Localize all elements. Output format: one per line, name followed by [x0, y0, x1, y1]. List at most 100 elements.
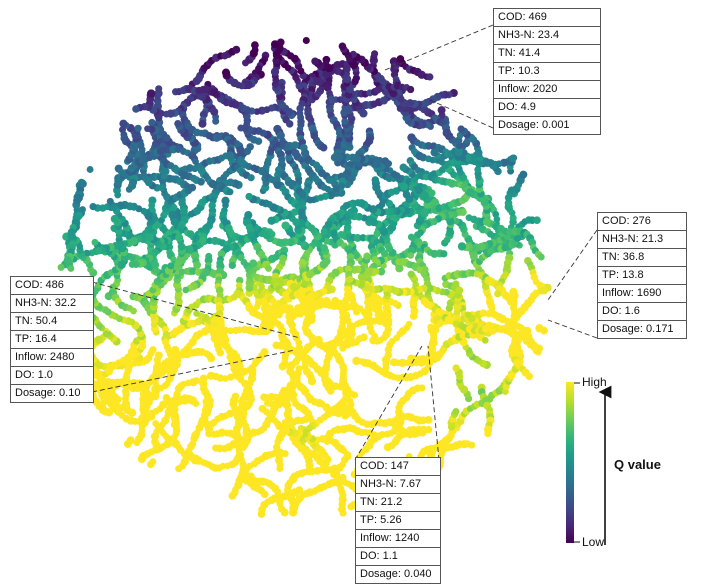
scatter-point: [307, 316, 316, 324]
scatter-point: [341, 117, 349, 125]
scatter-point: [342, 65, 351, 74]
scatter-point: [311, 57, 319, 66]
colorbar-low-label: Low: [582, 535, 605, 549]
scatter-point: [437, 106, 446, 115]
scatter-point: [237, 124, 245, 132]
scatter-point: [385, 316, 393, 324]
scatter-point: [174, 119, 182, 128]
scatter-point: [233, 289, 242, 299]
scatter-point: [235, 276, 244, 285]
callout-left-nh3n: NH3-N: 32.2: [11, 295, 93, 313]
scatter-point: [479, 309, 488, 317]
scatter-point: [170, 405, 179, 414]
scatter-point: [352, 74, 361, 82]
scatter-point: [504, 199, 513, 207]
scatter-point: [235, 448, 243, 456]
leader-right-2: [547, 319, 598, 339]
scatter-point: [363, 252, 371, 260]
scatter-point: [78, 179, 87, 188]
scatter-point: [193, 261, 202, 269]
scatter-point: [323, 257, 331, 265]
scatter-point: [147, 460, 155, 469]
scatter-point: [253, 108, 261, 115]
scatter-point: [128, 260, 136, 268]
scatter-point: [485, 321, 494, 330]
scatter-point: [287, 361, 296, 370]
scatter-point: [305, 461, 314, 470]
scatter-point: [194, 317, 203, 326]
scatter-point: [67, 265, 75, 272]
scatter-point: [260, 490, 269, 499]
scatter-point: [533, 216, 541, 225]
callout-right-do: DO: 1.6: [598, 303, 686, 321]
scatter-point: [170, 400, 179, 409]
scatter-point: [249, 259, 258, 268]
leader-bottom-1: [354, 345, 423, 461]
scatter-point: [125, 185, 133, 193]
callout-box-left: COD: 486 NH3-N: 32.2 TN: 50.4 TP: 16.4 I…: [10, 276, 94, 403]
scatter-point: [192, 158, 199, 166]
scatter-point: [155, 85, 163, 93]
scatter-point: [396, 55, 405, 63]
scatter-point: [452, 364, 460, 372]
scatter-point: [506, 297, 515, 306]
scatter-point: [464, 311, 472, 319]
scatter-point: [525, 372, 534, 381]
scatter-point: [130, 307, 137, 315]
scatter-point: [228, 492, 237, 500]
scatter-point: [158, 184, 167, 192]
scatter-point: [133, 439, 141, 447]
callout-bottom-dosage: Dosage: 0.040: [356, 566, 440, 584]
scatter-point: [63, 256, 72, 265]
colorbar: [566, 382, 574, 543]
scatter-point: [457, 242, 467, 251]
scatter-point: [407, 270, 415, 278]
scatter-point: [307, 377, 317, 386]
callout-left-inflow: Inflow: 2480: [11, 349, 93, 367]
callout-left-cod: COD: 486: [11, 277, 93, 295]
leader-top-1: [384, 24, 494, 71]
scatter-point: [262, 328, 270, 336]
scatter-point: [285, 120, 294, 128]
scatter-point: [452, 407, 460, 416]
scatter-point: [519, 170, 528, 179]
callout-bottom-cod: COD: 147: [356, 458, 440, 476]
scatter-point: [377, 267, 386, 276]
scatter-point: [175, 233, 184, 242]
callout-bottom-nh3n: NH3-N: 7.67: [356, 476, 440, 494]
scatter-point: [307, 224, 315, 232]
scatter-point: [389, 358, 399, 367]
scatter-point: [425, 284, 434, 293]
callout-box-right: COD: 276 NH3-N: 21.3 TN: 36.8 TP: 13.8 I…: [597, 212, 687, 339]
scatter-point: [278, 362, 287, 371]
scatter-point: [239, 413, 247, 421]
callout-right-inflow: Inflow: 1690: [598, 285, 686, 303]
scatter-point: [453, 302, 462, 311]
callout-bottom-tp: TP: 5.26: [356, 512, 440, 530]
scatter-point: [221, 68, 231, 77]
scatter-point: [276, 38, 285, 47]
callout-left-tp: TP: 16.4: [11, 331, 93, 349]
scatter-point: [204, 256, 213, 265]
scatter-point: [322, 460, 330, 468]
callout-top-do: DO: 4.9: [494, 99, 600, 117]
scatter-point: [106, 197, 114, 205]
scatter-point: [222, 336, 230, 344]
scatter-point: [109, 283, 117, 291]
callout-box-top: COD: 469 NH3-N: 23.4 TN: 41.4 TP: 10.3 I…: [493, 8, 601, 135]
scatter-point: [147, 89, 156, 98]
scatter-point: [219, 462, 227, 470]
scatter-point: [210, 88, 219, 97]
scatter-point: [410, 294, 419, 303]
scatter-point: [251, 41, 259, 49]
scatter-point: [104, 408, 114, 417]
scatter-point: [190, 396, 197, 404]
scatter-point: [216, 348, 225, 357]
scatter-point: [188, 183, 197, 192]
scatter-point: [341, 103, 350, 112]
scatter-point: [360, 333, 368, 342]
scatter-point: [182, 286, 190, 294]
callout-right-dosage: Dosage: 0.171: [598, 321, 686, 339]
scatter-point: [232, 45, 241, 54]
scatter-point: [352, 356, 361, 366]
